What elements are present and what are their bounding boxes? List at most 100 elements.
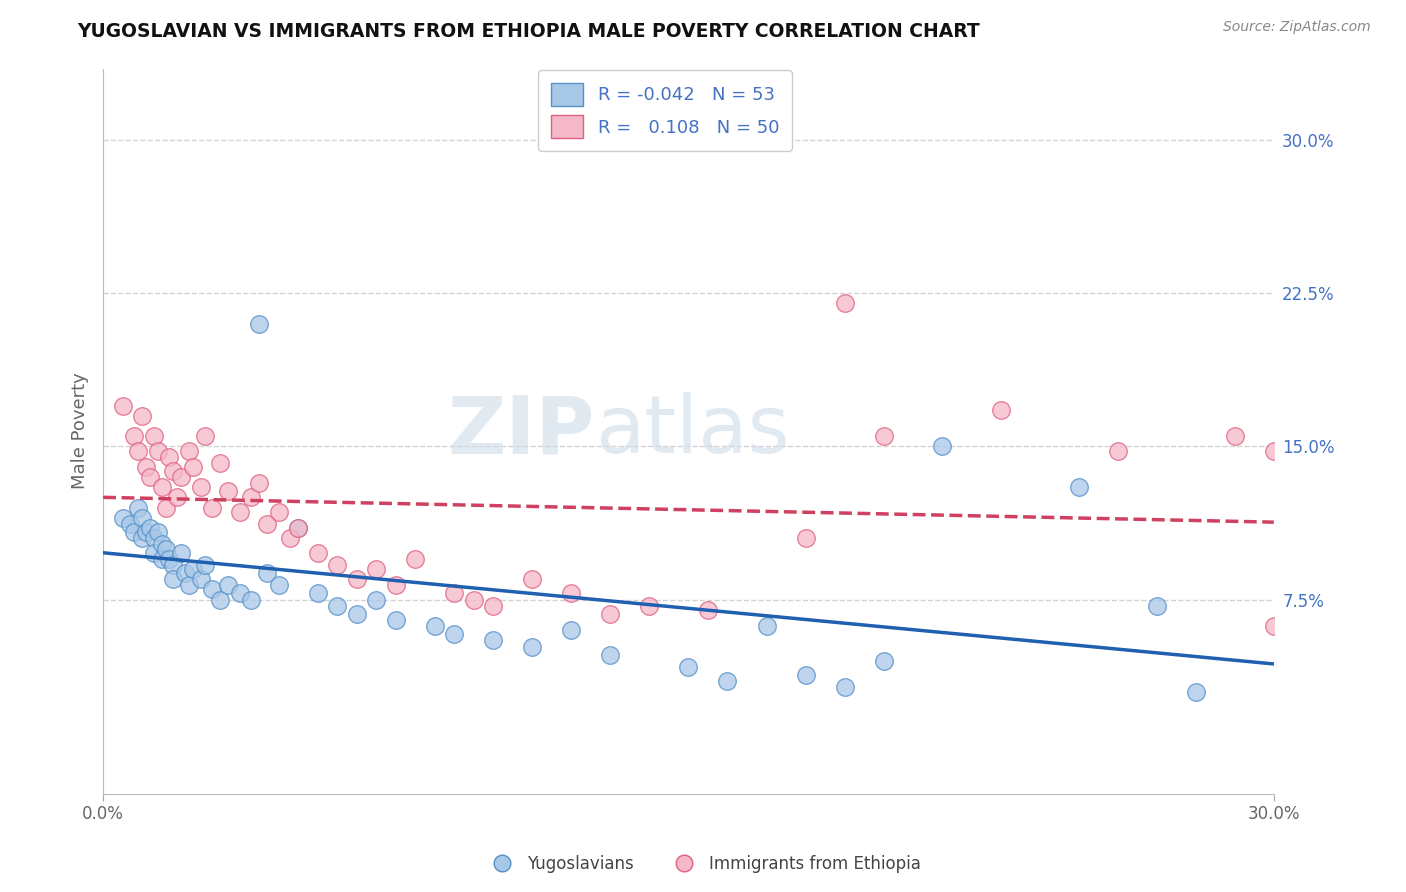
Point xyxy=(307,546,329,560)
Point xyxy=(834,296,856,310)
Point xyxy=(150,551,173,566)
Point xyxy=(522,572,544,586)
Point xyxy=(794,668,817,682)
Point xyxy=(166,491,188,505)
Point xyxy=(135,525,157,540)
Y-axis label: Male Poverty: Male Poverty xyxy=(72,373,89,490)
Point xyxy=(124,525,146,540)
Point xyxy=(443,627,465,641)
Point xyxy=(139,470,162,484)
Text: YUGOSLAVIAN VS IMMIGRANTS FROM ETHIOPIA MALE POVERTY CORRELATION CHART: YUGOSLAVIAN VS IMMIGRANTS FROM ETHIOPIA … xyxy=(77,22,980,41)
Point xyxy=(135,459,157,474)
Point xyxy=(423,619,446,633)
Point xyxy=(307,586,329,600)
Point xyxy=(155,500,177,515)
Point xyxy=(190,572,212,586)
Point xyxy=(228,586,250,600)
Point xyxy=(127,443,149,458)
Point xyxy=(131,511,153,525)
Point xyxy=(443,586,465,600)
Text: atlas: atlas xyxy=(595,392,789,470)
Point xyxy=(170,546,193,560)
Point xyxy=(872,429,894,443)
Point xyxy=(482,633,505,648)
Point xyxy=(1146,599,1168,613)
Point xyxy=(385,613,408,627)
Point xyxy=(638,599,661,613)
Point xyxy=(931,439,953,453)
Point xyxy=(463,592,485,607)
Legend: Yugoslavians, Immigrants from Ethiopia: Yugoslavians, Immigrants from Ethiopia xyxy=(478,848,928,880)
Point xyxy=(1263,443,1285,458)
Point xyxy=(142,546,165,560)
Point xyxy=(326,599,349,613)
Point xyxy=(1223,429,1246,443)
Point xyxy=(385,578,408,592)
Point xyxy=(217,484,239,499)
Point xyxy=(181,562,204,576)
Point xyxy=(247,317,270,331)
Point xyxy=(170,470,193,484)
Point xyxy=(346,607,368,621)
Point xyxy=(181,459,204,474)
Point xyxy=(794,532,817,546)
Point xyxy=(366,562,388,576)
Point xyxy=(1067,480,1090,494)
Point xyxy=(990,402,1012,417)
Point xyxy=(201,582,224,597)
Point xyxy=(162,464,184,478)
Point xyxy=(240,491,263,505)
Point xyxy=(599,648,621,662)
Point xyxy=(755,619,778,633)
Point xyxy=(194,558,217,572)
Point xyxy=(522,640,544,654)
Point xyxy=(209,456,232,470)
Point xyxy=(111,511,134,525)
Point xyxy=(404,551,426,566)
Point xyxy=(155,541,177,556)
Point xyxy=(560,586,582,600)
Point xyxy=(209,592,232,607)
Text: Source: ZipAtlas.com: Source: ZipAtlas.com xyxy=(1223,20,1371,34)
Point xyxy=(228,505,250,519)
Point xyxy=(366,592,388,607)
Point xyxy=(146,525,169,540)
Point xyxy=(1107,443,1129,458)
Point xyxy=(162,572,184,586)
Point xyxy=(177,443,200,458)
Legend: R = -0.042   N = 53, R =   0.108   N = 50: R = -0.042 N = 53, R = 0.108 N = 50 xyxy=(538,70,792,151)
Point xyxy=(201,500,224,515)
Point xyxy=(1184,684,1206,698)
Point xyxy=(287,521,309,535)
Point xyxy=(326,558,349,572)
Point xyxy=(190,480,212,494)
Point xyxy=(159,450,181,464)
Point xyxy=(247,476,270,491)
Point xyxy=(131,409,153,423)
Point xyxy=(678,660,700,674)
Point xyxy=(1263,619,1285,633)
Point xyxy=(217,578,239,592)
Point xyxy=(142,429,165,443)
Point xyxy=(599,607,621,621)
Point xyxy=(162,558,184,572)
Point xyxy=(267,505,290,519)
Point xyxy=(287,521,309,535)
Point xyxy=(127,500,149,515)
Point xyxy=(346,572,368,586)
Point xyxy=(120,516,142,531)
Point xyxy=(240,592,263,607)
Point xyxy=(142,532,165,546)
Point xyxy=(174,566,197,580)
Point xyxy=(150,480,173,494)
Point xyxy=(560,624,582,638)
Point xyxy=(482,599,505,613)
Point xyxy=(194,429,217,443)
Point xyxy=(872,654,894,668)
Point xyxy=(150,537,173,551)
Point xyxy=(716,674,738,689)
Point xyxy=(124,429,146,443)
Text: ZIP: ZIP xyxy=(447,392,595,470)
Point xyxy=(267,578,290,592)
Point xyxy=(111,399,134,413)
